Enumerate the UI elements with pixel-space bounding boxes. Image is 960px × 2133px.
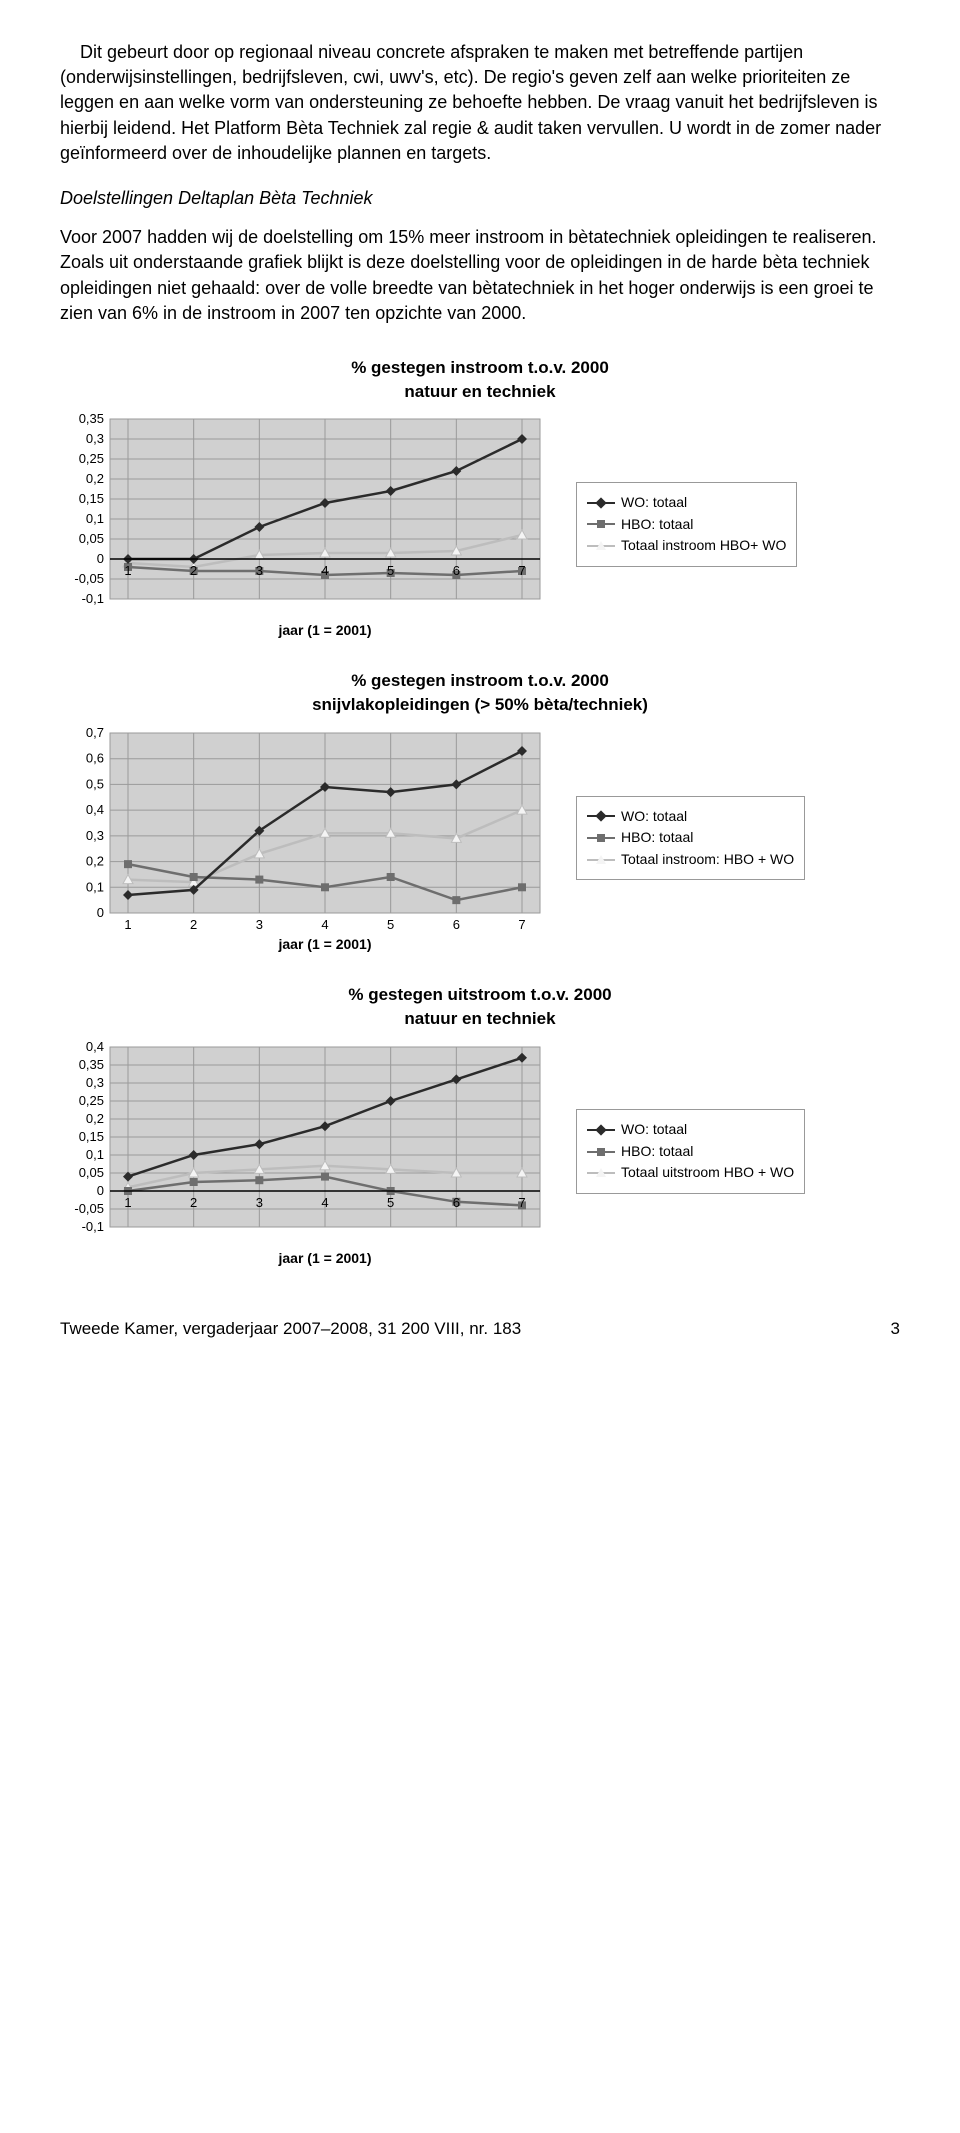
svg-text:3: 3 xyxy=(256,1195,263,1210)
svg-text:3: 3 xyxy=(256,917,263,932)
chart3: -0,1 -0,05 0 0,05 0,1 0,15 0,2 0,25 0,3 0,35 0,4 1 2… xyxy=(60,1037,560,1267)
footer-citation: Tweede Kamer, vergaderjaar 2007–2008, 31… xyxy=(60,1317,521,1341)
body-paragraph: Voor 2007 hadden wij de doelstelling om … xyxy=(60,225,900,326)
svg-text:7: 7 xyxy=(518,917,525,932)
svg-text:0,4: 0,4 xyxy=(86,802,104,817)
svg-text:0,1: 0,1 xyxy=(86,1147,104,1162)
legend-row: Totaal uitstroom HBO + WO xyxy=(587,1163,794,1183)
svg-text:-0,1: -0,1 xyxy=(82,591,104,606)
svg-text:0,25: 0,25 xyxy=(79,1093,104,1108)
svg-text:0,6: 0,6 xyxy=(86,751,104,766)
legend-row: HBO: totaal xyxy=(587,828,794,848)
svg-text:6: 6 xyxy=(453,917,460,932)
chart1: -0,1 -0,05 0 0,05 0,1 0,15 0,2 0,25 0,3 0,35 1 2 3 4 5… xyxy=(60,409,560,639)
svg-text:-0,05: -0,05 xyxy=(74,571,104,586)
svg-text:0,2: 0,2 xyxy=(86,471,104,486)
svg-text:6: 6 xyxy=(453,1195,460,1210)
legend-row: Totaal instroom: HBO + WO xyxy=(587,850,794,870)
chart1-title: % gestegen instroom t.o.v. 2000 natuur e… xyxy=(60,356,900,404)
svg-text:0,15: 0,15 xyxy=(79,1129,104,1144)
chart3-title: % gestegen uitstroom t.o.v. 2000 natuur … xyxy=(60,983,900,1031)
legend-row: HBO: totaal xyxy=(587,515,786,535)
chart2: 0 0,1 0,2 0,3 0,4 0,5 0,6 0,7 1 2 3 4 5 6 7 jaar (1 = 2… xyxy=(60,723,560,953)
svg-text:0: 0 xyxy=(97,905,104,920)
svg-text:0: 0 xyxy=(97,1183,104,1198)
svg-text:-0,05: -0,05 xyxy=(74,1201,104,1216)
chart2-legend: WO: totaalHBO: totaalTotaal instroom: HB… xyxy=(576,796,805,881)
intro-paragraph: Dit gebeurt door op regionaal niveau con… xyxy=(60,40,900,166)
svg-text:0,05: 0,05 xyxy=(79,1165,104,1180)
svg-text:2: 2 xyxy=(190,917,197,932)
svg-text:0,2: 0,2 xyxy=(86,854,104,869)
svg-text:0,35: 0,35 xyxy=(79,1057,104,1072)
svg-text:7: 7 xyxy=(518,1195,525,1210)
svg-text:0,3: 0,3 xyxy=(86,828,104,843)
svg-text:0,15: 0,15 xyxy=(79,491,104,506)
legend-row: WO: totaal xyxy=(587,493,786,513)
svg-text:0,1: 0,1 xyxy=(86,511,104,526)
svg-text:0,5: 0,5 xyxy=(86,776,104,791)
chart1-legend: WO: totaalHBO: totaalTotaal instroom HBO… xyxy=(576,482,797,567)
svg-text:1: 1 xyxy=(124,563,131,578)
legend-row: HBO: totaal xyxy=(587,1142,794,1162)
svg-text:5: 5 xyxy=(387,563,394,578)
svg-text:4: 4 xyxy=(321,1195,328,1210)
page-number: 3 xyxy=(891,1317,900,1341)
svg-text:0,2: 0,2 xyxy=(86,1111,104,1126)
svg-text:jaar (1 = 2001): jaar (1 = 2001) xyxy=(277,622,371,638)
section-subheading: Doelstellingen Deltaplan Bèta Techniek xyxy=(60,186,900,211)
svg-text:1: 1 xyxy=(124,1195,131,1210)
svg-text:jaar (1 = 2001): jaar (1 = 2001) xyxy=(277,1250,371,1266)
svg-text:2: 2 xyxy=(190,1195,197,1210)
svg-text:3: 3 xyxy=(256,563,263,578)
svg-text:0,3: 0,3 xyxy=(86,1075,104,1090)
svg-text:0,4: 0,4 xyxy=(86,1039,104,1054)
legend-row: WO: totaal xyxy=(587,1120,794,1140)
svg-text:jaar (1 = 2001): jaar (1 = 2001) xyxy=(277,936,371,952)
svg-text:5: 5 xyxy=(387,1195,394,1210)
svg-text:0,05: 0,05 xyxy=(79,531,104,546)
svg-text:4: 4 xyxy=(321,563,328,578)
svg-text:0: 0 xyxy=(97,551,104,566)
svg-text:0,3: 0,3 xyxy=(86,431,104,446)
svg-text:1: 1 xyxy=(124,917,131,932)
svg-text:0,7: 0,7 xyxy=(86,725,104,740)
chart2-title: % gestegen instroom t.o.v. 2000 snijvlak… xyxy=(60,669,900,717)
chart3-legend: WO: totaalHBO: totaalTotaal uitstroom HB… xyxy=(576,1109,805,1194)
page-footer: Tweede Kamer, vergaderjaar 2007–2008, 31… xyxy=(60,1317,900,1341)
svg-text:2: 2 xyxy=(190,563,197,578)
svg-text:4: 4 xyxy=(321,917,328,932)
svg-text:5: 5 xyxy=(387,917,394,932)
svg-text:0,25: 0,25 xyxy=(79,451,104,466)
svg-text:6: 6 xyxy=(453,563,460,578)
legend-row: Totaal instroom HBO+ WO xyxy=(587,536,786,556)
legend-row: WO: totaal xyxy=(587,807,794,827)
svg-text:-0,1: -0,1 xyxy=(82,1219,104,1234)
svg-text:0,35: 0,35 xyxy=(79,411,104,426)
svg-text:7: 7 xyxy=(518,563,525,578)
svg-text:0,1: 0,1 xyxy=(86,879,104,894)
